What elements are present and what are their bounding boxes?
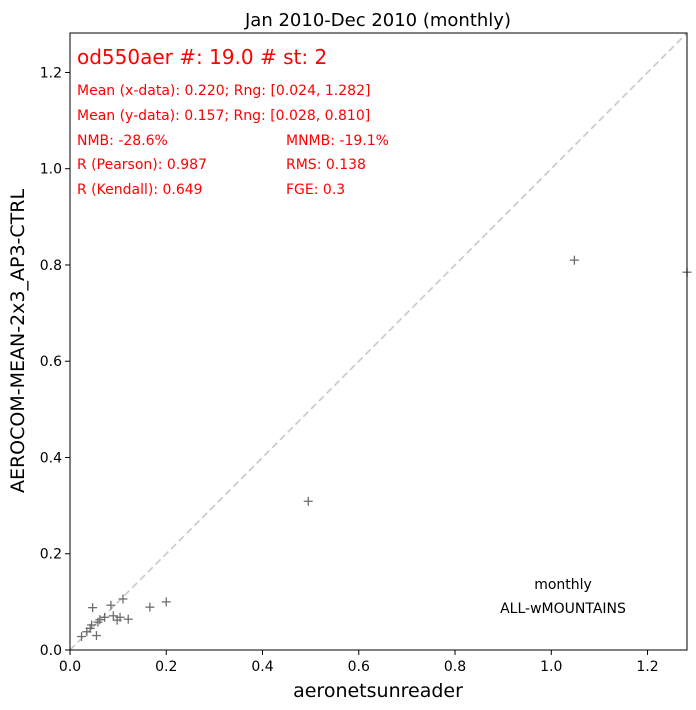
x-tick-label: 1.0 [540, 659, 562, 675]
data-point [115, 612, 125, 622]
data-point [145, 602, 155, 612]
frequency-annotation: monthly [534, 577, 592, 593]
data-point [87, 620, 97, 630]
stats-r-pearson: R (Pearson): 0.987 [77, 157, 207, 173]
y-tick-label: 1.0 [40, 162, 62, 178]
x-tick-label: 0.0 [59, 659, 81, 675]
data-point [95, 615, 105, 625]
data-points [77, 255, 692, 642]
data-point [77, 632, 87, 642]
x-tick-label: 0.6 [348, 659, 370, 675]
x-axis-ticks: 0.0 0.2 0.4 0.6 0.8 1.0 1.2 [59, 650, 659, 675]
stats-mnmb: MNMB: -19.1% [286, 133, 389, 149]
stats-mean-y: Mean (y-data): 0.157; Rng: [0.028, 0.810… [77, 108, 370, 124]
one-to-one-line [69, 32, 688, 651]
y-tick-label: 1.2 [40, 65, 62, 81]
region-annotation: ALL-wMOUNTAINS [500, 601, 626, 617]
y-tick-label: 0.8 [40, 258, 62, 274]
x-tick-label: 1.2 [636, 659, 658, 675]
data-point [161, 597, 171, 607]
y-tick-label: 0.4 [40, 450, 62, 466]
y-tick-label: 0.2 [40, 547, 62, 563]
axes-frame [69, 32, 688, 651]
data-point [108, 611, 118, 621]
data-point [118, 594, 128, 604]
data-point [91, 631, 101, 641]
data-point [88, 603, 98, 613]
y-tick-label: 0.6 [40, 354, 62, 370]
y-axis-label: AEROCOM-MEAN-2x3_AP3-CTRL [7, 189, 29, 493]
y-tick-label: 0.0 [40, 643, 62, 659]
x-tick-label: 0.2 [155, 659, 177, 675]
x-tick-label: 0.4 [251, 659, 273, 675]
stats-fge: FGE: 0.3 [286, 182, 345, 198]
stats-rms: RMS: 0.138 [286, 157, 366, 173]
stats-mean-x: Mean (x-data): 0.220; Rng: [0.024, 1.282… [77, 83, 370, 99]
x-tick-label: 0.8 [444, 659, 466, 675]
stats-block: od550aer #: 19.0 # st: 2 Mean (x-data): … [77, 45, 389, 198]
stats-nmb: NMB: -28.6% [77, 133, 168, 149]
data-point [106, 600, 116, 610]
data-point [569, 255, 579, 265]
y-axis-ticks: 0.0 0.2 0.4 0.6 0.8 1.0 1.2 [40, 65, 70, 659]
data-point [303, 496, 313, 506]
x-axis-label: aeronetsunreader [293, 680, 463, 702]
stats-header: od550aer #: 19.0 # st: 2 [77, 45, 327, 69]
stats-r-kendall: R (Kendall): 0.649 [77, 182, 203, 198]
chart-title: Jan 2010-Dec 2010 (monthly) [244, 10, 511, 31]
data-point [123, 614, 133, 624]
data-point [100, 612, 110, 622]
